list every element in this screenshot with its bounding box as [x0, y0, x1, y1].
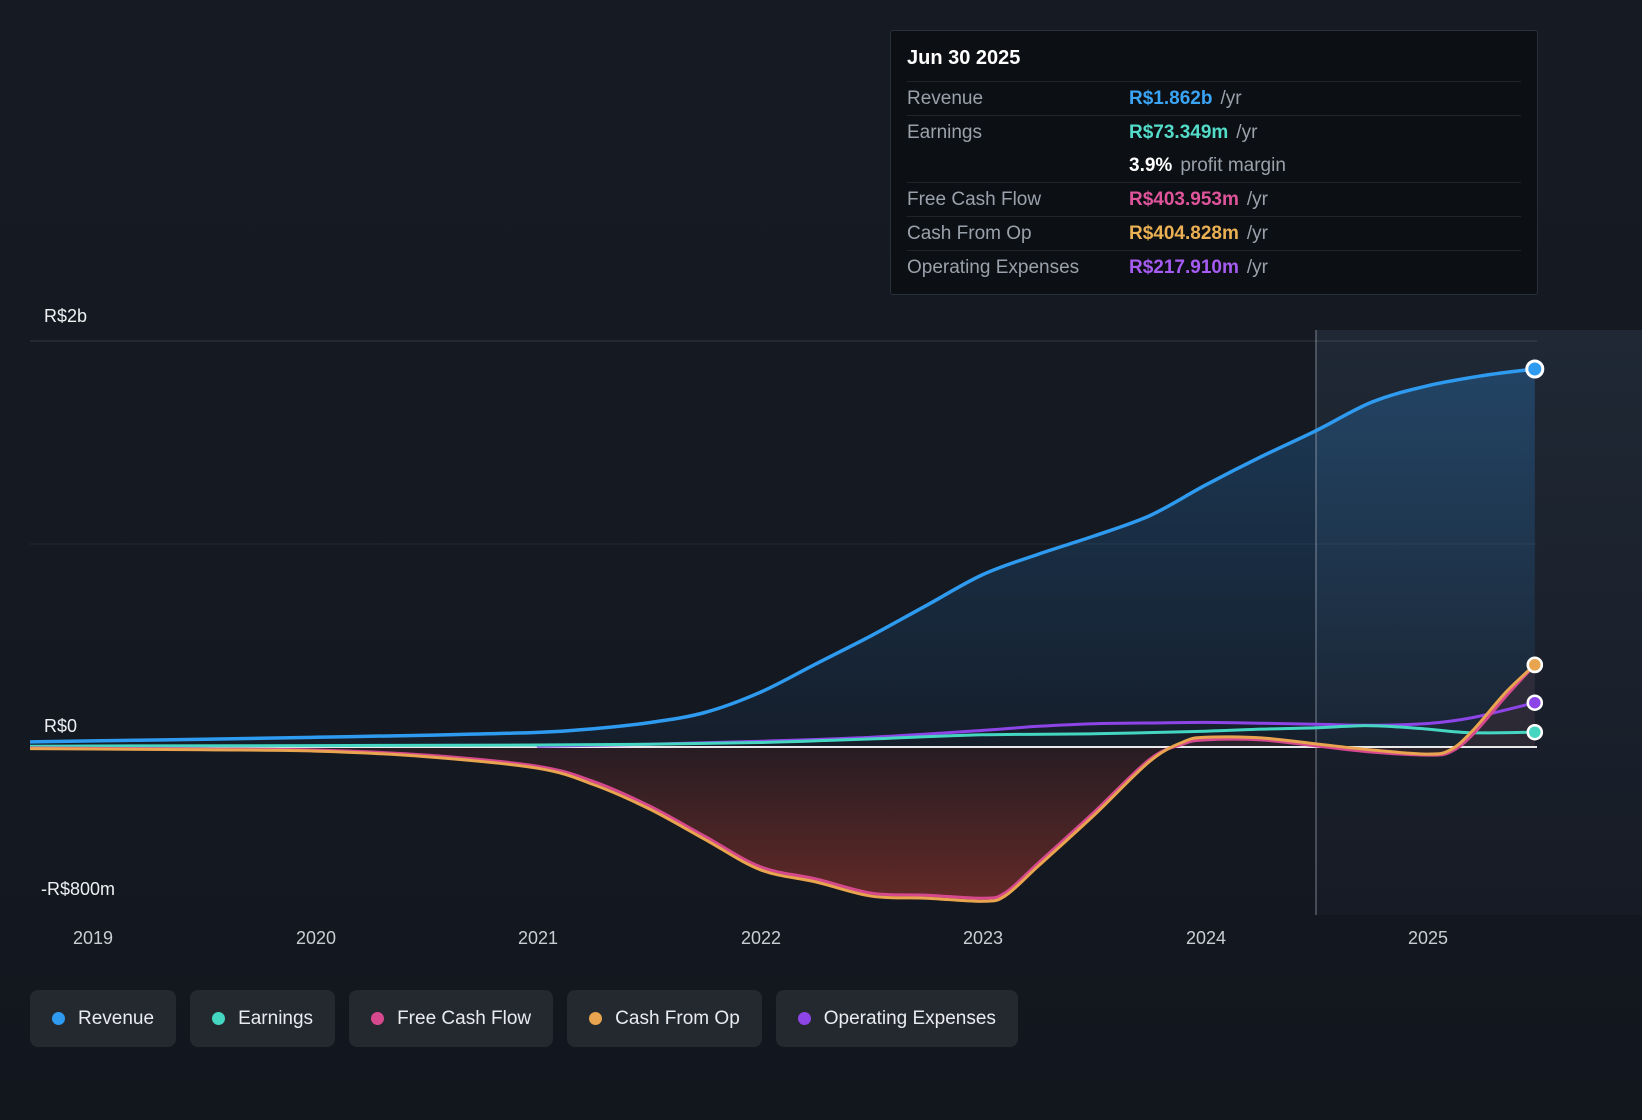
earnings-dot-icon [212, 1012, 226, 1025]
free-cash-flow-dot-icon [371, 1012, 385, 1025]
chart-legend: Revenue Earnings Free Cash Flow Cash Fro… [30, 990, 1018, 1047]
tooltip-value: R$404.828m [1129, 222, 1239, 244]
tooltip-value: R$73.349m [1129, 121, 1229, 143]
legend-label: Earnings [238, 1007, 314, 1029]
tooltip-value: R$217.910m [1129, 256, 1239, 278]
x-tick-2019: 2019 [72, 928, 114, 948]
legend-earnings[interactable]: Earnings [190, 990, 336, 1047]
tooltip-suffix: /yr [1236, 121, 1258, 143]
y-axis-label-2b: R$2b [44, 306, 88, 326]
x-tick-2024: 2024 [1185, 928, 1227, 948]
x-tick-2020: 2020 [295, 928, 337, 948]
tooltip-row-free-cash-flow: Free Cash Flow R$403.953m /yr [907, 182, 1521, 216]
chart-tooltip: Jun 30 2025 Revenue R$1.862b /yr Earning… [890, 30, 1538, 295]
tooltip-suffix: /yr [1246, 188, 1268, 210]
tooltip-suffix: /yr [1246, 256, 1268, 278]
legend-label: Revenue [78, 1007, 155, 1029]
legend-operating-expenses[interactable]: Operating Expenses [775, 990, 1018, 1047]
tooltip-label: Operating Expenses [907, 256, 1080, 278]
operating-expenses-dot-icon [797, 1012, 811, 1025]
revenue-dot-icon [52, 1012, 65, 1025]
tooltip-row-profit-margin: 3.9% profit margin [907, 149, 1521, 182]
x-tick-2021: 2021 [517, 928, 559, 948]
tooltip-row-earnings: Earnings R$73.349m /yr [907, 115, 1521, 149]
tooltip-value: R$1.862b [1129, 87, 1213, 109]
tooltip-row-cash-from-op: Cash From Op R$404.828m /yr [907, 216, 1521, 250]
series-end-dots [1525, 359, 1545, 741]
tooltip-label: Earnings [907, 121, 982, 143]
x-tick-2025: 2025 [1407, 928, 1449, 948]
tooltip-suffix: /yr [1220, 87, 1242, 109]
area-fills [30, 369, 1535, 902]
legend-revenue[interactable]: Revenue [30, 990, 177, 1047]
x-tick-2023: 2023 [962, 928, 1004, 948]
tooltip-label: Revenue [907, 87, 984, 109]
legend-label: Free Cash Flow [397, 1007, 532, 1029]
cash-from-op-dot-icon [589, 1012, 603, 1025]
x-tick-2022: 2022 [740, 928, 782, 948]
legend-label: Cash From Op [615, 1007, 740, 1029]
tooltip-value: R$403.953m [1129, 188, 1239, 210]
legend-label: Operating Expenses [823, 1007, 996, 1029]
tooltip-row-operating-expenses: Operating Expenses R$217.910m /yr [907, 250, 1521, 284]
tooltip-suffix: profit margin [1180, 154, 1286, 176]
tooltip-label: Free Cash Flow [907, 188, 1042, 210]
tooltip-value: 3.9% [1129, 154, 1173, 176]
tooltip-date-title: Jun 30 2025 [907, 47, 1021, 69]
legend-cash-from-op[interactable]: Cash From Op [567, 990, 762, 1047]
legend-free-cash-flow[interactable]: Free Cash Flow [349, 990, 554, 1047]
y-axis-label-zero: R$0 [44, 716, 78, 736]
series-lines [30, 367, 1537, 903]
tooltip-label: Cash From Op [907, 222, 1032, 244]
y-axis-label-neg800m: -R$800m [41, 879, 116, 899]
tooltip-row-revenue: Revenue R$1.862b /yr [907, 81, 1521, 115]
tooltip-suffix: /yr [1246, 222, 1268, 244]
